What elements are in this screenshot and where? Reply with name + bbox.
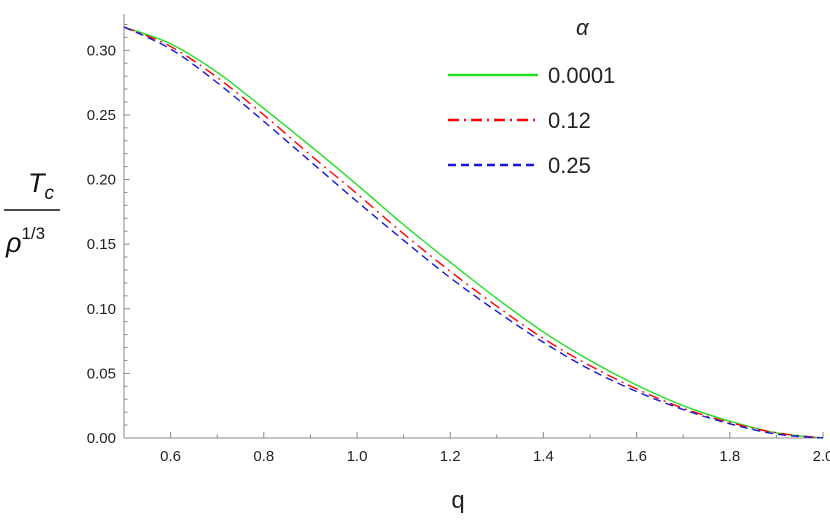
series-line-0 (123, 26, 824, 439)
x-axis-ticks: 0.6 0.8 1.0 1.2 1.4 1.6 1.8 2.0 (123, 432, 830, 465)
series-line-1 (123, 26, 824, 439)
y-tick-label: 0.10 (87, 301, 116, 318)
legend-title: α (576, 15, 590, 40)
y-axis-title-numerator: Tc (28, 168, 55, 204)
x-axis-title: q (451, 487, 464, 514)
y-axis-title-denominator: ρ1/3 (5, 224, 45, 258)
y-tick-label: 0.30 (87, 42, 116, 59)
legend-label-1: 0.12 (548, 108, 591, 133)
legend-label-0: 0.0001 (548, 63, 615, 88)
x-tick-label: 1.8 (719, 448, 740, 465)
y-tick-label: 0.20 (87, 172, 116, 189)
legend-label-2: 0.25 (548, 153, 591, 178)
legend: α 0.0001 0.12 0.25 (448, 15, 615, 178)
series-line-2 (123, 26, 824, 439)
x-tick-label: 1.2 (440, 448, 461, 465)
x-tick-label: 1.6 (626, 448, 647, 465)
y-tick-label: 0.00 (87, 430, 116, 447)
legend-items: 0.0001 0.12 0.25 (448, 63, 615, 178)
y-axis-ticks: 0.00 0.05 0.10 0.15 0.20 0.25 0.30 (87, 23, 130, 447)
plot-area: 0.6 0.8 1.0 1.2 1.4 1.6 1.8 2.0 0.00 0.05 0.10 0.1… (87, 14, 830, 465)
x-tick-label: 0.8 (253, 448, 274, 465)
x-tick-label: 0.6 (160, 448, 181, 465)
y-tick-label: 0.05 (87, 365, 116, 382)
series-lines (123, 26, 824, 439)
y-tick-label: 0.25 (87, 107, 116, 124)
x-tick-label: 2.0 (813, 448, 830, 465)
y-tick-label: 0.15 (87, 236, 116, 253)
x-tick-label: 1.4 (533, 448, 554, 465)
x-tick-label: 1.0 (347, 448, 368, 465)
y-axis-title: Tc ρ1/3 (4, 168, 60, 258)
